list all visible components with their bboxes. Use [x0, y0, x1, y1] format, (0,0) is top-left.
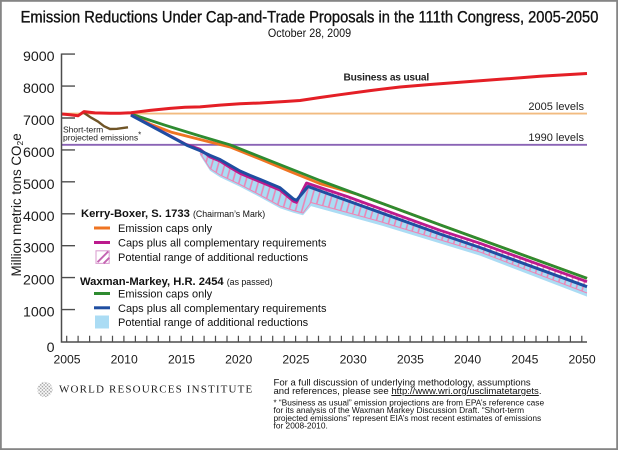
svg-text:6000: 6000 [23, 145, 55, 161]
svg-text:4000: 4000 [23, 209, 55, 225]
svg-text:and references, please see htt: and references, please see http://www.wr… [274, 386, 542, 397]
svg-text:2030: 2030 [340, 353, 367, 367]
svg-text:Short-term: Short-term [63, 124, 103, 134]
svg-text:For a full discussion of under: For a full discussion of underlying meth… [274, 378, 531, 389]
svg-text:2005: 2005 [53, 353, 80, 367]
svg-text:7000: 7000 [23, 113, 55, 129]
svg-text:1990 levels: 1990 levels [528, 132, 584, 144]
svg-text:for its analysis of the Waxman: for its analysis of the Waxman Markey Di… [274, 405, 525, 415]
svg-text:2015: 2015 [168, 353, 195, 367]
svg-text:Emission caps only: Emission caps only [118, 223, 213, 235]
svg-text:WORLD RESOURCES INSTITUTE: WORLD RESOURCES INSTITUTE [59, 384, 253, 396]
svg-text:Potential range of additional: Potential range of additional reductions [118, 317, 309, 329]
svg-text:Business as usual: Business as usual [344, 73, 430, 84]
svg-text:2000: 2000 [23, 273, 55, 289]
svg-text:2010: 2010 [111, 353, 138, 367]
svg-text:8000: 8000 [23, 81, 55, 97]
svg-text:2050: 2050 [569, 353, 596, 367]
svg-text:for 2008-2010.: for 2008-2010. [274, 421, 328, 431]
svg-text:1000: 1000 [23, 305, 55, 321]
svg-text:October 28, 2009: October 28, 2009 [268, 28, 351, 40]
svg-text:projected emissions” represent: projected emissions” represent EIA’s mos… [274, 413, 542, 423]
svg-text:Waxman-Markey, H.R. 2454 (as p: Waxman-Markey, H.R. 2454 (as passed) [80, 276, 273, 288]
svg-text:Caps plus all complementary re: Caps plus all complementary requirements [118, 303, 327, 315]
svg-text:2005 levels: 2005 levels [528, 101, 584, 113]
svg-text:0: 0 [47, 340, 55, 356]
svg-text:Emission Reductions Under Cap-: Emission Reductions Under Cap-and-Trade … [21, 9, 599, 27]
svg-text:Emission caps only: Emission caps only [118, 289, 213, 301]
svg-text:Caps plus all complementary re: Caps plus all complementary requirements [118, 238, 327, 250]
svg-text:2045: 2045 [511, 353, 538, 367]
svg-text:* “Business as usual” emission: * “Business as usual” emission projectio… [274, 398, 545, 408]
svg-text:2025: 2025 [282, 353, 309, 367]
svg-text:3000: 3000 [23, 241, 55, 257]
svg-text:Million metric tons CO2e: Million metric tons CO2e [9, 133, 25, 276]
svg-text:2020: 2020 [225, 353, 252, 367]
svg-text:Kerry-Boxer, S. 1733 (Chairman: Kerry-Boxer, S. 1733 (Chairman’s Mark) [81, 208, 265, 220]
svg-text:2040: 2040 [454, 353, 481, 367]
svg-text:projected emissions*: projected emissions* [63, 130, 141, 142]
svg-text:Potential range of additional: Potential range of additional reductions [118, 252, 309, 264]
svg-text:9000: 9000 [23, 49, 55, 65]
svg-text:2035: 2035 [397, 353, 424, 367]
svg-text:5000: 5000 [23, 177, 55, 193]
